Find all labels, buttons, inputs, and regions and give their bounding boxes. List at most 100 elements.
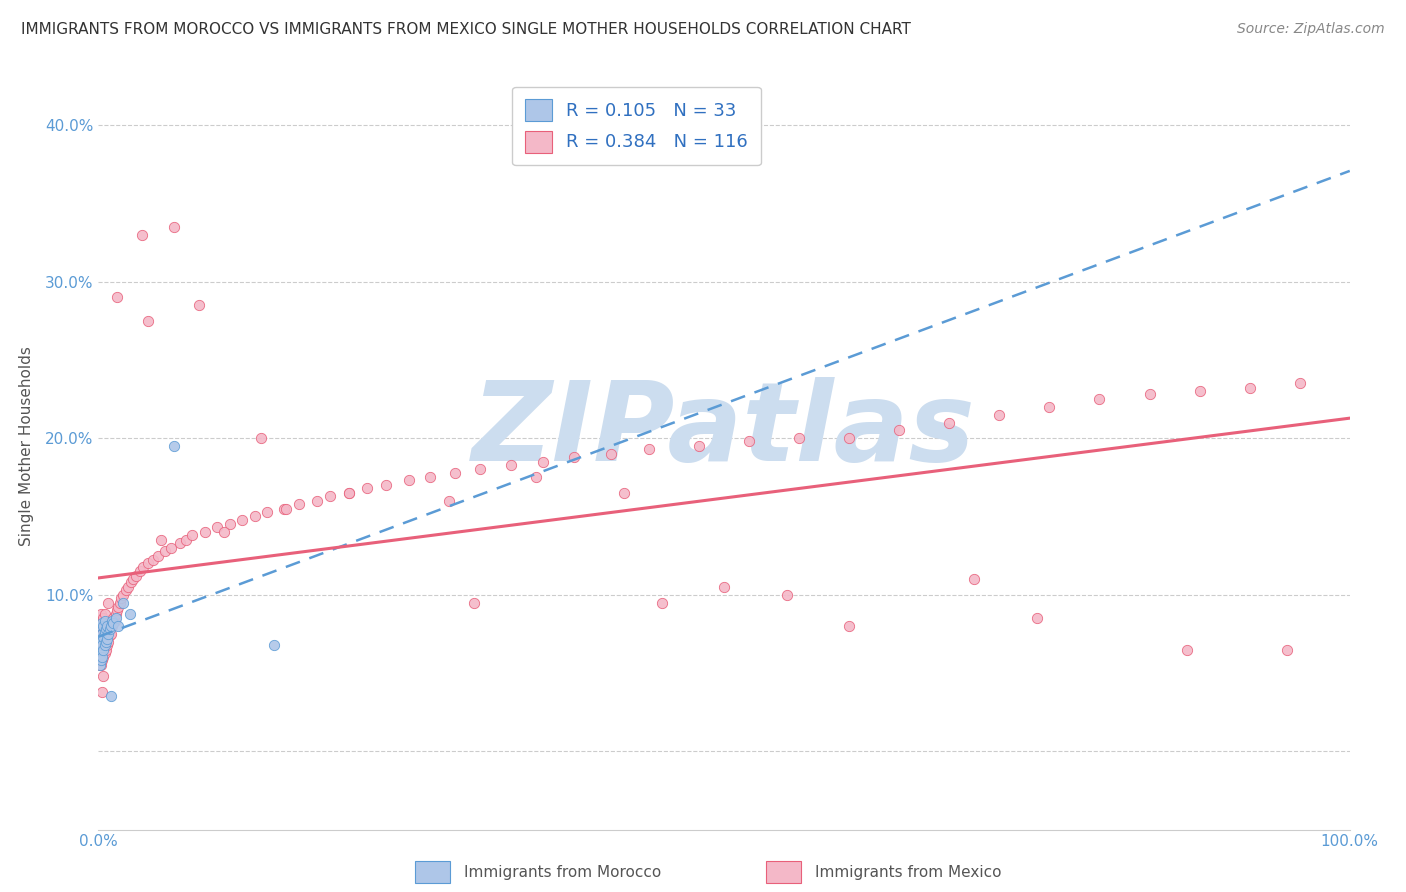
Point: [105, 603, 128, 617]
Point: [437, 493, 460, 508]
Point: [468, 462, 491, 476]
Point: [1026, 611, 1049, 625]
Point: [91, 615, 114, 630]
Point: [650, 596, 672, 610]
Point: [97, 627, 120, 641]
Point: [89, 634, 111, 648]
Point: [1038, 400, 1060, 414]
Point: [419, 470, 441, 484]
Point: [115, 582, 138, 597]
Point: [1239, 381, 1261, 395]
Point: [91, 640, 114, 654]
Point: [319, 489, 342, 503]
Point: [118, 607, 141, 621]
Point: [274, 501, 298, 516]
Point: [138, 314, 160, 328]
Point: [1139, 387, 1161, 401]
Point: [93, 669, 115, 683]
Point: [105, 290, 128, 304]
Point: [463, 596, 485, 610]
Point: [112, 596, 135, 610]
Point: [93, 638, 115, 652]
Point: [194, 525, 217, 540]
Point: [153, 544, 176, 558]
Point: [93, 634, 115, 648]
Point: [531, 455, 554, 469]
Point: [94, 632, 117, 646]
Point: [90, 619, 112, 633]
Point: [110, 591, 132, 605]
Point: [90, 632, 112, 646]
Point: [97, 634, 120, 648]
Point: [963, 572, 986, 586]
Point: [91, 627, 114, 641]
Point: [250, 431, 273, 445]
Point: [988, 408, 1011, 422]
Point: [162, 219, 184, 234]
Point: [96, 638, 118, 652]
Point: [162, 439, 184, 453]
Text: Immigrants from Mexico: Immigrants from Mexico: [815, 865, 1002, 880]
Point: [181, 528, 204, 542]
Point: [160, 541, 183, 555]
Point: [100, 619, 122, 633]
Point: [1288, 376, 1310, 391]
Point: [94, 628, 117, 642]
Point: [90, 619, 112, 633]
Point: [638, 442, 661, 457]
Point: [91, 650, 114, 665]
Point: [91, 653, 114, 667]
Point: [98, 622, 121, 636]
Point: [112, 588, 135, 602]
Point: [688, 439, 710, 453]
Point: [96, 625, 118, 640]
Point: [89, 658, 111, 673]
Point: [212, 525, 235, 540]
Point: [100, 627, 122, 641]
Point: [93, 650, 115, 665]
Point: [287, 497, 309, 511]
Text: Source: ZipAtlas.com: Source: ZipAtlas.com: [1237, 22, 1385, 37]
Point: [613, 486, 636, 500]
Point: [150, 533, 173, 547]
Point: [738, 434, 761, 449]
Point: [776, 588, 799, 602]
Point: [90, 658, 112, 673]
Point: [104, 611, 127, 625]
Point: [117, 580, 139, 594]
Point: [307, 493, 329, 508]
Text: IMMIGRANTS FROM MOROCCO VS IMMIGRANTS FROM MEXICO SINGLE MOTHER HOUSEHOLDS CORRE: IMMIGRANTS FROM MOROCCO VS IMMIGRANTS FR…: [21, 22, 911, 37]
Point: [91, 627, 114, 641]
Point: [600, 447, 623, 461]
Point: [375, 478, 398, 492]
Point: [524, 470, 547, 484]
Point: [356, 481, 378, 495]
Point: [1188, 384, 1211, 399]
Point: [101, 619, 124, 633]
Point: [337, 486, 360, 500]
Point: [169, 536, 191, 550]
Point: [93, 630, 115, 644]
Point: [1088, 392, 1111, 406]
Point: [89, 634, 111, 648]
Point: [91, 615, 114, 629]
Point: [101, 615, 124, 629]
Point: [138, 557, 160, 571]
Point: [231, 512, 253, 526]
Point: [100, 690, 122, 704]
Point: [90, 646, 112, 660]
Point: [89, 647, 111, 661]
Point: [93, 619, 115, 633]
Point: [104, 607, 127, 621]
Point: [94, 634, 117, 648]
Point: [122, 572, 145, 586]
Point: [501, 458, 523, 472]
Point: [97, 621, 120, 635]
Point: [104, 615, 127, 629]
Point: [96, 619, 118, 633]
Point: [108, 596, 131, 610]
Point: [94, 642, 117, 657]
Point: [93, 622, 115, 636]
Point: [98, 628, 121, 642]
Point: [132, 559, 155, 574]
